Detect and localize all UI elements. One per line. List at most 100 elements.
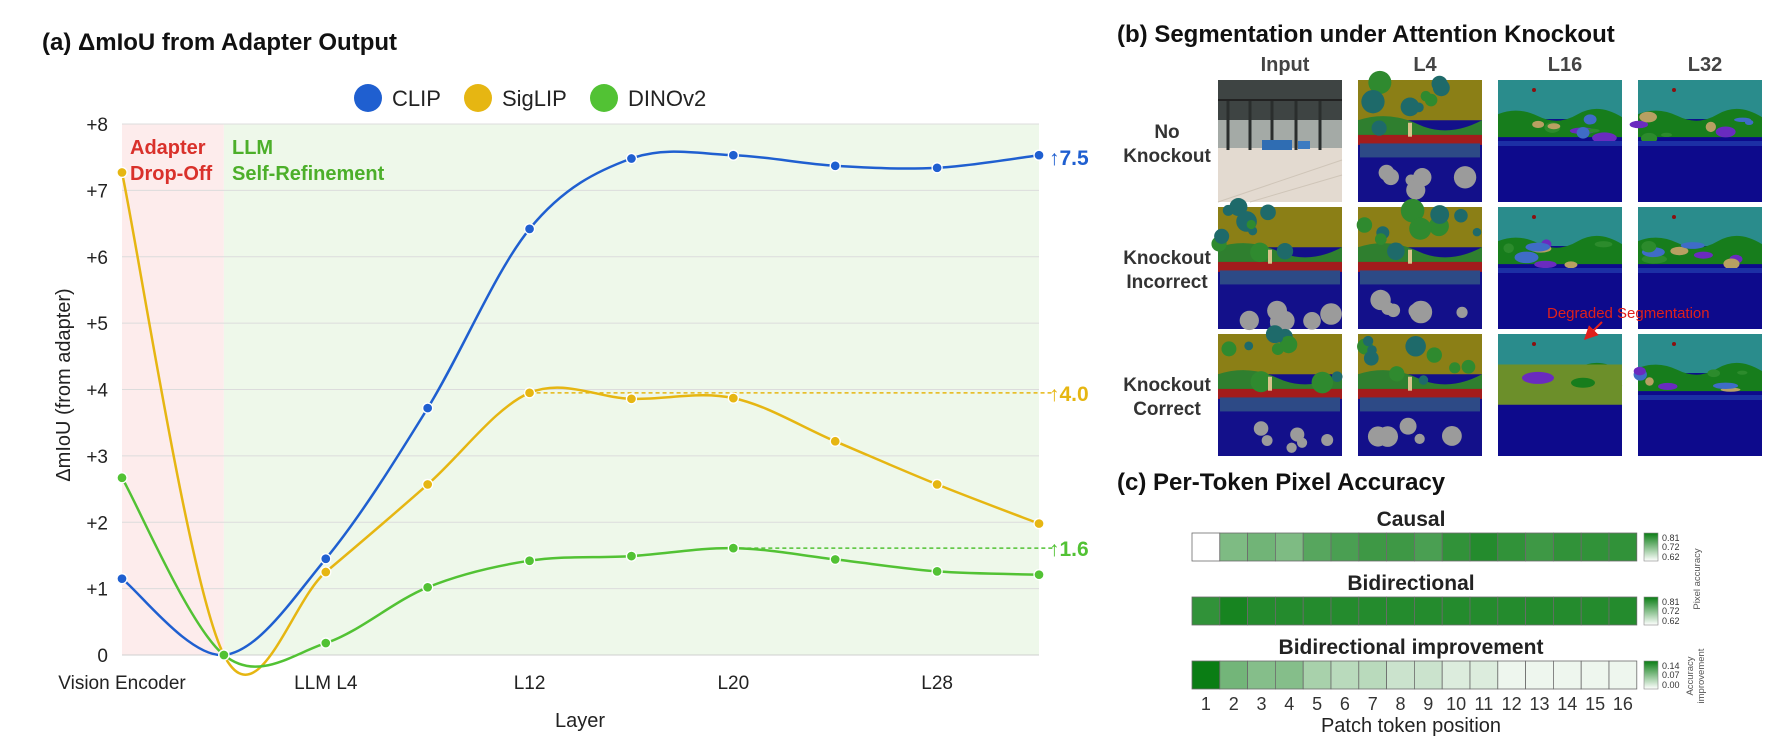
data-point-siglip bbox=[523, 387, 536, 399]
patch-tick-label: 16 bbox=[1613, 694, 1633, 714]
patch-tick-label: 4 bbox=[1284, 694, 1294, 714]
y-tick-label: +7 bbox=[86, 181, 108, 202]
patch-tick-label: 13 bbox=[1529, 694, 1549, 714]
legend-label-siglip: SigLIP bbox=[502, 86, 567, 111]
colorbar-bidirectional-tick-mid: 0.72 bbox=[1662, 606, 1680, 616]
data-point-siglip bbox=[1033, 517, 1045, 530]
segmentation-map bbox=[1218, 325, 1343, 456]
patch-tick-label: 2 bbox=[1229, 694, 1239, 714]
heatmap-title-bidirectional: Bidirectional bbox=[1347, 572, 1474, 595]
panel-b-title: (b) Segmentation under Attention Knockou… bbox=[1117, 21, 1615, 48]
heatmap-cell bbox=[1553, 532, 1582, 562]
panel-a-title: (a) ΔmIoU from Adapter Output bbox=[42, 29, 397, 56]
annotation-arrow bbox=[1584, 321, 1603, 340]
legend-marker-dinov2 bbox=[590, 84, 618, 112]
data-point-dinov2 bbox=[320, 637, 332, 649]
row-label-no-knockout-line1: No bbox=[1154, 122, 1179, 143]
series-lines bbox=[120, 150, 1040, 676]
panel-c-heatmaps: (c) Per-Token Pixel Accuracy Causal Bidi… bbox=[1117, 469, 1707, 737]
zone-label-llm: LLM bbox=[232, 137, 273, 159]
legend-marker-siglip bbox=[464, 84, 492, 112]
data-point-dinov2 bbox=[422, 581, 434, 593]
heatmap-cell bbox=[1608, 532, 1638, 562]
y-tick-label: +8 bbox=[86, 115, 108, 136]
heatmap-cells bbox=[1191, 532, 1638, 690]
heatmap-title-causal: Causal bbox=[1377, 508, 1446, 531]
data-point-dinov2 bbox=[218, 649, 230, 661]
heatmap-cell bbox=[1275, 596, 1304, 626]
heatmap-cell bbox=[1580, 660, 1610, 690]
heatmap-cell bbox=[1302, 532, 1332, 562]
heatmap-cell bbox=[1191, 660, 1221, 690]
data-point-clip bbox=[829, 160, 841, 172]
row-label-no-knockout-line2: Knockout bbox=[1123, 146, 1211, 167]
segmentation-map bbox=[1357, 334, 1482, 456]
zone-label-self-refinement: Self-Refinement bbox=[232, 163, 385, 185]
data-point-dinov2 bbox=[931, 565, 943, 578]
heatmap-cell bbox=[1414, 596, 1443, 626]
row-label-knockout-incorrect-line1: Knockout bbox=[1123, 248, 1211, 269]
heatmap-cell bbox=[1358, 596, 1388, 626]
data-point-clip bbox=[727, 149, 739, 161]
heatmap-cell bbox=[1525, 660, 1554, 690]
data-point-siglip bbox=[625, 393, 638, 405]
heatmap-cell bbox=[1330, 660, 1360, 690]
y-tick-label: 0 bbox=[97, 646, 108, 667]
gain-label-clip: ↑7.5 bbox=[1049, 147, 1089, 170]
data-point-clip bbox=[320, 553, 332, 565]
y-tick-label: +4 bbox=[86, 381, 108, 402]
segmentation-map bbox=[1638, 207, 1762, 329]
x-tick-label: Vision Encoder bbox=[58, 673, 186, 694]
patch-tick-label: 5 bbox=[1312, 694, 1322, 714]
series-line-dinov2 bbox=[120, 477, 1040, 668]
heatmap-cell bbox=[1219, 660, 1249, 690]
gain-label-siglip: ↑4.0 bbox=[1049, 383, 1089, 406]
heatmap-cell bbox=[1275, 660, 1304, 690]
panel-a-line-chart: (a) ΔmIoU from Adapter Output Adapter Dr… bbox=[42, 29, 1089, 732]
patch-token-tick-labels: 1 2 3 4 5 6 7 8 9 10 11 12 13 14 15 16 bbox=[1201, 694, 1633, 714]
segmentation-map bbox=[1498, 207, 1622, 329]
patch-tick-label: 1 bbox=[1201, 694, 1211, 714]
column-label-l16: L16 bbox=[1548, 54, 1582, 76]
legend-label-dinov2: DINOv2 bbox=[628, 86, 706, 111]
y-gridlines bbox=[122, 123, 1039, 590]
y-tick-labels: 0 +1 +2 +3 +4 +5 +6 +7 +8 bbox=[86, 115, 108, 667]
patch-tick-label: 14 bbox=[1557, 694, 1577, 714]
patch-axis-label: Patch token position bbox=[1321, 715, 1501, 737]
colorbar-bidirectional-tick-low: 0.62 bbox=[1662, 616, 1680, 626]
data-point-dinov2 bbox=[1033, 569, 1045, 581]
colorbar-improvement-tick-low: 0.00 bbox=[1662, 680, 1680, 690]
colorbar-improvement bbox=[1643, 660, 1659, 690]
colorbar-causal-tick-low: 0.62 bbox=[1662, 552, 1680, 562]
data-point-dinov2 bbox=[523, 555, 536, 567]
segmentation-maps bbox=[1211, 70, 1762, 456]
heatmap-cell bbox=[1358, 660, 1388, 690]
heatmap-cell bbox=[1580, 532, 1610, 562]
heatmap-cell bbox=[1469, 532, 1499, 562]
heatmap-cell bbox=[1469, 596, 1499, 626]
x-tick-label: L28 bbox=[921, 673, 953, 694]
heatmap-cell bbox=[1525, 532, 1554, 562]
heatmap-cell bbox=[1608, 596, 1638, 626]
x-tick-label: L12 bbox=[514, 673, 546, 694]
zone-label-adapter: Adapter bbox=[130, 137, 206, 159]
segmentation-map bbox=[1498, 80, 1622, 202]
heatmap-cell bbox=[1386, 532, 1415, 562]
patch-tick-label: 12 bbox=[1502, 694, 1522, 714]
y-tick-label: +3 bbox=[86, 447, 108, 468]
input-photo bbox=[1217, 80, 1343, 203]
heatmap-cell bbox=[1553, 596, 1582, 626]
heatmap-cell bbox=[1580, 596, 1610, 626]
y-axis-label: ΔmIoU (from adapter) bbox=[53, 288, 75, 481]
segmentation-map bbox=[1633, 334, 1762, 456]
heatmap-cell bbox=[1330, 532, 1360, 562]
colorbar-improvement-tick-mid: 0.07 bbox=[1662, 670, 1680, 680]
segmentation-map bbox=[1356, 198, 1482, 329]
legend-marker-clip bbox=[354, 84, 382, 112]
data-point-siglip bbox=[727, 392, 739, 404]
heatmap-cell bbox=[1358, 532, 1388, 562]
panel-b-segmentation-grid: (b) Segmentation under Attention Knockou… bbox=[1117, 21, 1762, 456]
heatmap-cell bbox=[1608, 660, 1638, 690]
heatmap-cell bbox=[1441, 596, 1471, 626]
